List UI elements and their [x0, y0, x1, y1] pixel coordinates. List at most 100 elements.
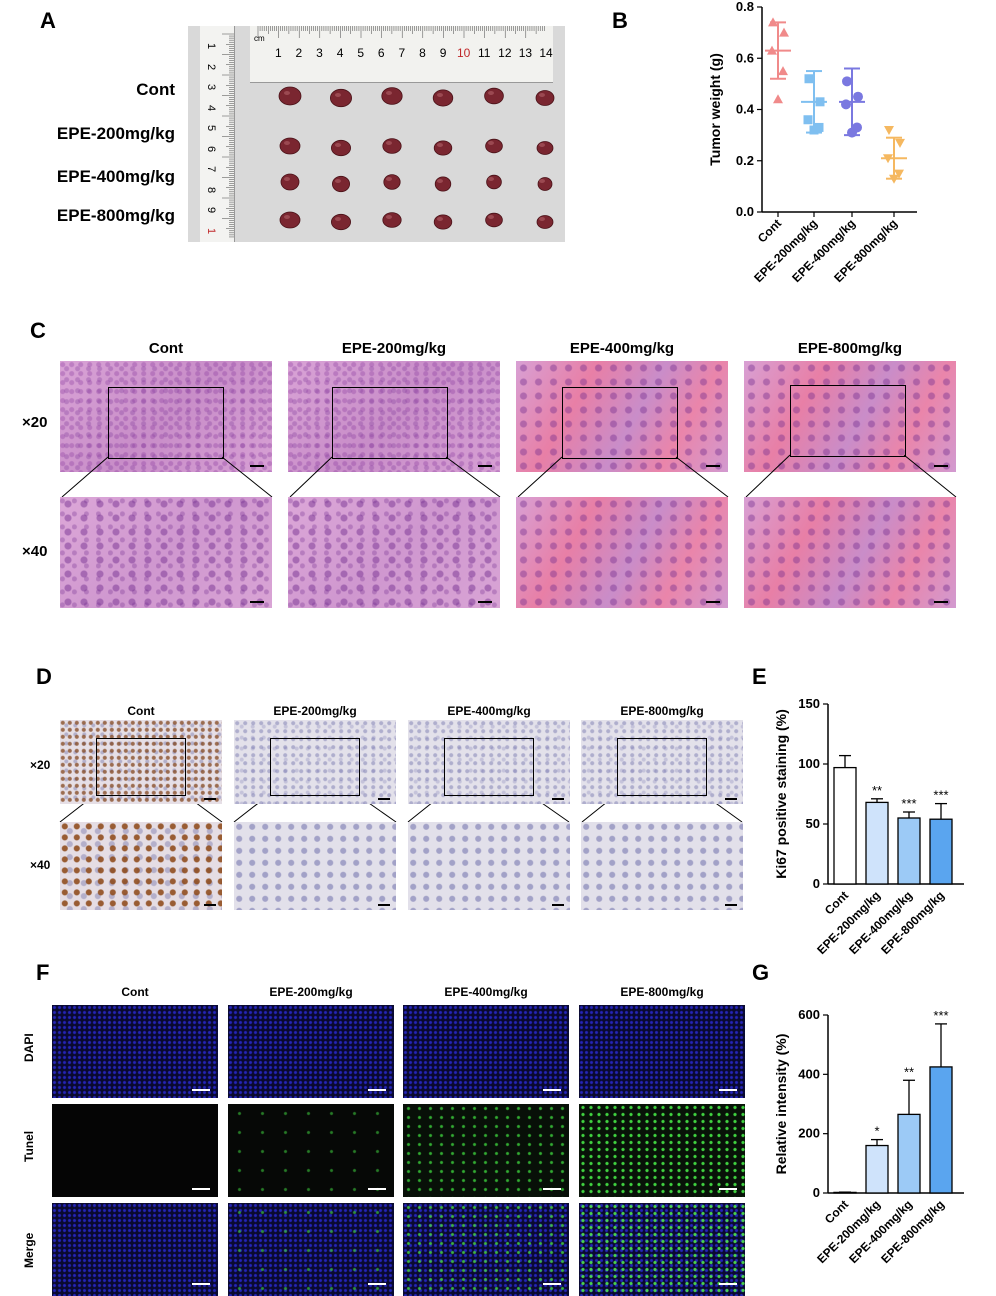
he-col-header-epe800: EPE-800mg/kg: [797, 340, 903, 357]
ruler-top-tick-label: 2: [295, 46, 303, 60]
fluor-image-merge-epe400: [403, 1203, 569, 1296]
tumor: [484, 87, 504, 105]
tumor: [382, 138, 402, 154]
ihc-image-x40-cont: [60, 822, 222, 910]
ihc-image-x20-epe800: [581, 720, 743, 804]
data-point: [814, 122, 824, 132]
ruler-left-tick-label: 2: [205, 63, 218, 70]
fluor-image-dapi-epe400: [403, 1005, 569, 1098]
tumor: [537, 177, 553, 191]
ihc-image-x20-epe200: [234, 720, 396, 804]
tumor: [432, 89, 454, 107]
fluor-image-merge-epe800: [579, 1203, 745, 1296]
ihc-row-label-x40: ×40: [30, 858, 51, 872]
ruler-top-tick-label: 11: [478, 46, 491, 60]
data-point: [779, 27, 789, 37]
ihc-image-x20-epe400: [408, 720, 570, 804]
ihc-image-x40-epe400: [408, 822, 570, 910]
significance-label: **: [872, 783, 882, 798]
fluor-image-tunel-epe800: [579, 1104, 745, 1197]
tumor: [331, 175, 350, 193]
ruler-left-tick-label: 5: [205, 124, 218, 132]
y-tick-label: 50: [806, 816, 820, 831]
tunel-row-label-dapi: DAPI: [22, 1033, 36, 1062]
he-col-header-cont: Cont: [148, 340, 184, 357]
data-point: [809, 125, 819, 135]
significance-label: *: [874, 1124, 879, 1139]
tumor: [278, 86, 302, 106]
tumor: [536, 141, 554, 155]
panel-label-b: B: [612, 8, 628, 33]
group-label-cont: Cont: [136, 80, 175, 99]
he-image-x20-cont: [60, 361, 272, 472]
tumor: [279, 137, 301, 155]
tunel-col-header-epe400: EPE-400mg/kg: [444, 985, 528, 999]
y-tick-label: 0.6: [736, 50, 754, 65]
panel-label-f: F: [36, 960, 50, 985]
data-point: [842, 76, 852, 87]
ruler-left-tick-label: 9: [205, 206, 218, 214]
ruler-top-tick-label: 14: [539, 46, 553, 60]
significance-label: **: [904, 1064, 914, 1079]
ruler-left-tick-label: 6: [205, 145, 218, 152]
ruler-top-tick-label: 9: [439, 46, 447, 60]
data-point: [815, 97, 825, 107]
tunel-row-label-merge: Merge: [22, 1232, 36, 1268]
ruler-top-tick-label: 5: [357, 46, 365, 60]
tumor: [486, 174, 502, 190]
ruler-top-tick-label: 10: [456, 46, 471, 60]
y-tick-label: 0.8: [736, 0, 754, 14]
ihc-col-header-epe800: EPE-800mg/kg: [620, 704, 704, 718]
ruler-top-tick-label: 6: [377, 46, 385, 60]
ruler-top-tick-label: 7: [398, 46, 406, 60]
ruler-top-tick-label: 13: [518, 46, 533, 60]
tumor: [433, 214, 453, 230]
data-point: [773, 94, 783, 104]
tumor: [382, 212, 402, 228]
y-tick-label: 600: [798, 1007, 820, 1022]
he-image-x40-cont: [60, 497, 272, 608]
ihc-image-x20-cont: [60, 720, 222, 804]
fluor-image-tunel-epe200: [228, 1104, 394, 1197]
y-tick-label: 200: [798, 1126, 820, 1141]
he-image-x20-epe800: [744, 361, 956, 472]
ruler-left-tick-label: 7: [205, 165, 218, 173]
bar: [929, 1066, 953, 1194]
data-point: [895, 138, 905, 148]
ruler-left-tick-label: 1: [205, 227, 218, 234]
ruler-left-tick-label: 8: [205, 186, 218, 193]
panel-label-g: G: [752, 960, 770, 985]
significance-label: ***: [901, 796, 916, 811]
panel-label-e: E: [752, 664, 767, 689]
bar: [897, 1113, 921, 1194]
tumor: [330, 213, 351, 231]
y-tick-label: 400: [798, 1066, 820, 1081]
he-row-label-x20: ×20: [22, 414, 48, 431]
y-tick-label: 0.4: [736, 102, 755, 117]
data-point: [853, 91, 863, 102]
he-image-x40-epe200: [288, 497, 500, 608]
significance-label: ***: [933, 1008, 948, 1023]
ruler-top-tick-label: 4: [336, 46, 344, 60]
tumor-photo-drawing: [222, 26, 555, 238]
group-label-epe800: EPE-800mg/kg: [56, 206, 175, 225]
bar: [865, 801, 889, 885]
y-axis-title: Ki67 positive staining (%): [773, 709, 789, 879]
group-label-epe400: EPE-400mg/kg: [56, 167, 175, 186]
ruler-top-tick-label: 3: [316, 46, 323, 60]
x-tick-label: Cont: [822, 1197, 851, 1226]
ihc-row-label-x20: ×20: [30, 758, 51, 772]
data-point: [889, 174, 899, 184]
tumor: [485, 138, 503, 154]
significance-label: ***: [933, 788, 948, 803]
ruler-left-tick-label: 4: [205, 104, 218, 111]
tunel-col-header-cont: Cont: [121, 985, 149, 999]
he-col-header-epe400: EPE-400mg/kg: [569, 340, 675, 357]
tumor: [485, 212, 503, 228]
ruler-top-unit: cm: [254, 34, 265, 43]
y-tick-label: 0.0: [736, 204, 754, 219]
tumor: [330, 139, 351, 157]
fluor-image-tunel-epe400: [403, 1104, 569, 1197]
ruler-top: [250, 26, 553, 83]
bar: [897, 817, 921, 885]
